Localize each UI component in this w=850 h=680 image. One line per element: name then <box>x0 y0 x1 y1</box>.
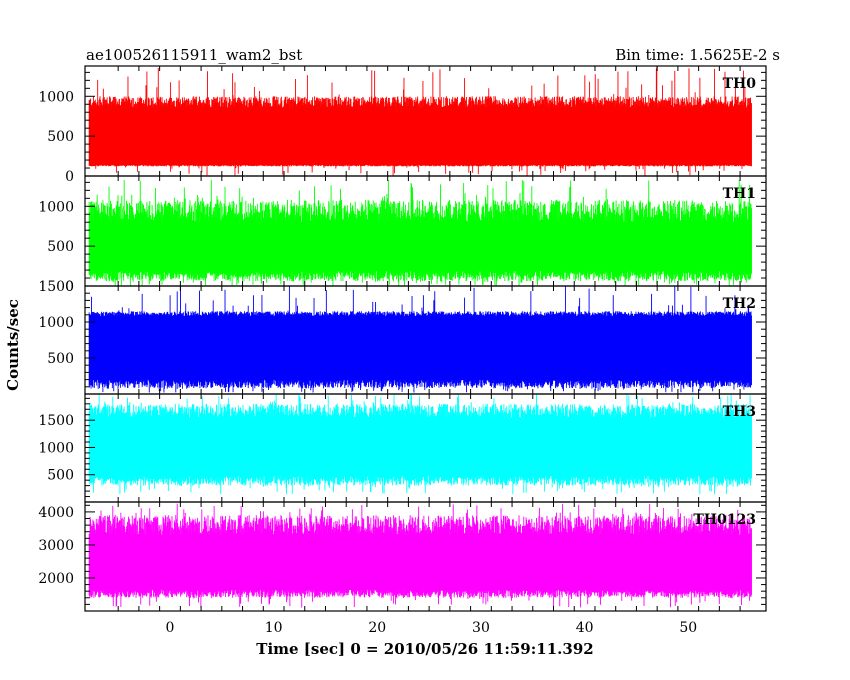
y-tick-label: 500 <box>47 129 74 145</box>
x-axis-label: Time [sec] 0 = 2010/05/26 11:59:11.392 <box>256 640 593 658</box>
chart-title-right: Bin time: 1.5625E-2 s <box>615 46 780 64</box>
panel-th3: 500 1000 1500 TH3 <box>38 393 767 503</box>
panel-th1: 0 500 1000 TH1 <box>38 175 767 295</box>
y-tick-label: 3000 <box>38 538 74 554</box>
x-tick-label: 50 <box>679 620 697 636</box>
y-tick-label: 1000 <box>38 440 74 456</box>
series-line-th1 <box>88 179 752 286</box>
y-tick-label: 1500 <box>38 413 74 429</box>
y-tick-label: 0 <box>65 169 74 185</box>
panel-frame <box>84 501 767 612</box>
x-tick-labels: 0 10 20 30 40 50 <box>166 620 698 636</box>
y-tick-label: 1000 <box>38 199 74 215</box>
x-tick-label: 10 <box>265 620 283 636</box>
y-axis-label: Counts/sec <box>4 299 22 391</box>
y-tick-label: 500 <box>47 351 74 367</box>
panel-th0123: 2000 3000 4000 TH0123 <box>38 501 767 612</box>
panel-label-th0123: TH0123 <box>693 512 756 528</box>
x-tick-label: 20 <box>368 620 386 636</box>
x-tick-label: 40 <box>576 620 594 636</box>
series-line-th3 <box>88 394 752 495</box>
panel-label-th2: TH2 <box>723 296 756 312</box>
y-tick-label: 2000 <box>38 571 74 587</box>
y-tick-label: 1000 <box>38 315 74 331</box>
series-line-th0 <box>88 66 752 176</box>
y-tick-label: 500 <box>47 239 74 255</box>
panel-label-th0: TH0 <box>723 76 757 92</box>
y-tick-label: 1500 <box>38 279 74 295</box>
series-line-th2 <box>88 286 752 393</box>
panels-group: 0 500 1000 TH0 0 500 1000 TH1 500 1000 1500 TH2 500 1… <box>38 65 767 612</box>
chart-title-left: ae100526115911_wam2_bst <box>86 46 302 64</box>
y-tick-label: 1000 <box>38 89 74 105</box>
panel-label-th3: TH3 <box>723 404 756 420</box>
series-line-th0123 <box>88 503 752 608</box>
y-tick-label: 4000 <box>38 505 74 521</box>
panel-label-th1: TH1 <box>723 186 756 202</box>
y-tick-label: 500 <box>47 468 74 484</box>
panel-th0: 0 500 1000 TH0 <box>38 65 767 185</box>
x-tick-label: 0 <box>166 620 175 636</box>
panel-th2: 500 1000 1500 TH2 <box>38 279 767 395</box>
y-tick-label: 0 <box>65 279 74 295</box>
x-tick-label: 30 <box>472 620 490 636</box>
